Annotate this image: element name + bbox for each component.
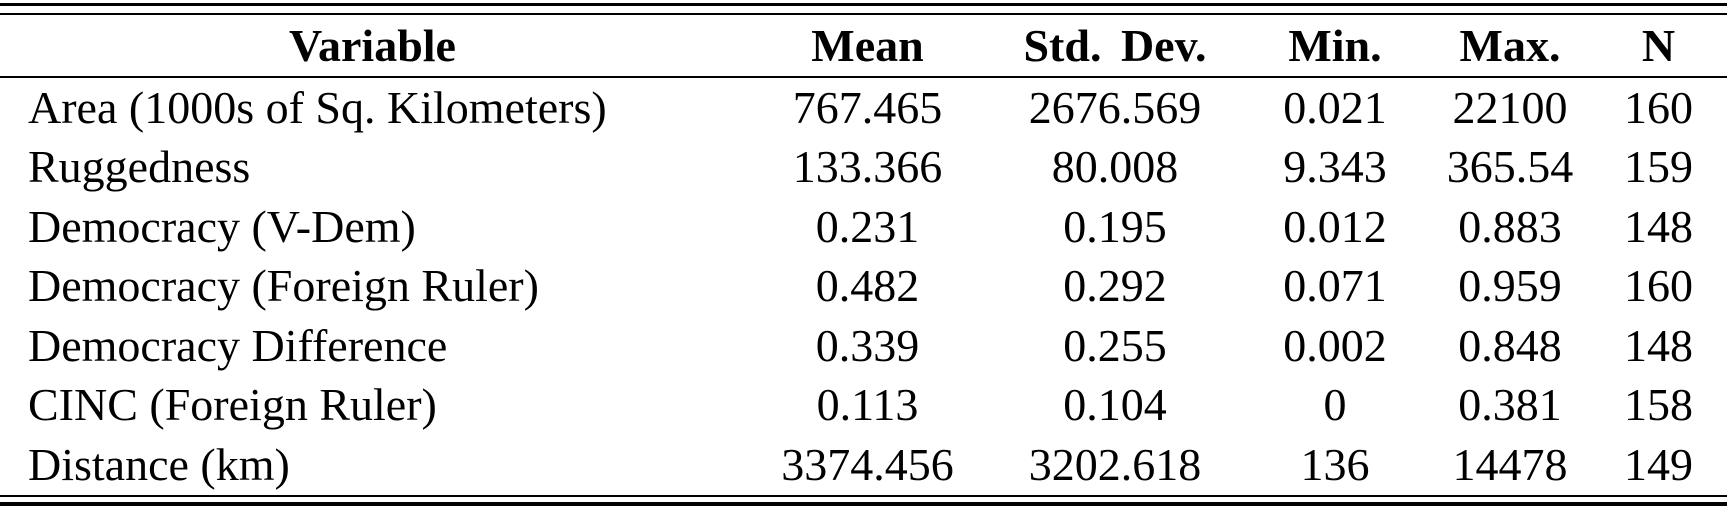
cell-max: 0.959: [1458, 260, 1562, 312]
cell-min: 0.071: [1283, 260, 1387, 312]
cell-max: 0.848: [1458, 319, 1562, 371]
cell-min: 0.021: [1283, 81, 1387, 133]
table-bottom-rule-outer: [0, 502, 1727, 506]
column-header-variable: Variable: [0, 15, 745, 78]
column-header-mean: Mean: [745, 15, 990, 78]
cell-mean: 3374.456: [781, 438, 954, 490]
cell-std-dev: 2676.569: [1028, 81, 1202, 133]
table-row-democracy-vdem: Democracy (V-Dem) 0.231 0.195 0.012 0.88…: [0, 197, 1727, 257]
cell-mean: 0.339: [815, 319, 920, 371]
cell-std-dev: 0.195: [1063, 200, 1167, 252]
cell-n: 160: [1624, 260, 1693, 312]
cell-mean: 0.113: [816, 379, 919, 431]
cell-std-dev: 0.255: [1063, 319, 1167, 371]
cell-max: 14478: [1452, 438, 1568, 490]
table-row-ruggedness: Ruggedness 133.366 80.008 9.343 365.54 1…: [0, 138, 1727, 198]
cell-max: 0.381: [1458, 379, 1562, 431]
cell-variable: CINC (Foreign Ruler): [28, 379, 437, 431]
table-header-row: Variable Mean Std. Dev. Min. Max. N: [0, 15, 1727, 78]
cell-std-dev: 80.008: [1051, 141, 1179, 193]
cell-variable: Ruggedness: [28, 141, 251, 193]
cell-max: 0.883: [1458, 200, 1562, 252]
table-row-area: Area (1000s of Sq. Kilometers) 767.465 2…: [0, 77, 1727, 138]
cell-variable: Distance (km): [28, 438, 290, 490]
cell-n: 158: [1624, 379, 1693, 431]
cell-mean: 0.231: [815, 200, 920, 252]
table-row-distance-km: Distance (km) 3374.456 3202.618 136 1447…: [0, 435, 1727, 495]
cell-variable: Democracy Difference: [28, 319, 448, 371]
cell-std-dev: 3202.618: [1028, 438, 1202, 490]
cell-n: 149: [1624, 438, 1693, 490]
cell-mean: 133.366: [792, 141, 943, 193]
cell-min: 9.343: [1283, 141, 1387, 193]
table-row-democracy-difference: Democracy Difference 0.339 0.255 0.002 0…: [0, 316, 1727, 376]
summary-statistics-table: Variable Mean Std. Dev. Min. Max. N Area…: [0, 15, 1727, 495]
cell-min: 136: [1300, 438, 1370, 490]
cell-n: 160: [1624, 81, 1693, 133]
cell-n: 159: [1624, 141, 1693, 193]
cell-min: 0.002: [1283, 319, 1387, 371]
column-header-std-dev: Std. Dev.: [990, 15, 1240, 78]
column-header-min: Min.: [1240, 15, 1430, 78]
cell-variable: Democracy (V-Dem): [28, 200, 416, 252]
cell-max: 22100: [1452, 81, 1568, 133]
column-header-n: N: [1590, 15, 1727, 78]
cell-mean: 767.465: [792, 81, 943, 133]
cell-variable: Area (1000s of Sq. Kilometers): [28, 81, 607, 133]
cell-n: 148: [1624, 200, 1693, 252]
table-row-cinc-foreign-ruler: CINC (Foreign Ruler) 0.113 0.104 0 0.381…: [0, 376, 1727, 436]
cell-min: 0.012: [1283, 200, 1387, 252]
cell-std-dev: 0.104: [1063, 379, 1167, 431]
table-row-democracy-foreign-ruler: Democracy (Foreign Ruler) 0.482 0.292 0.…: [0, 257, 1727, 317]
table-bottom-rule-inner: [0, 495, 1727, 497]
cell-n: 148: [1624, 319, 1693, 371]
cell-variable: Democracy (Foreign Ruler): [28, 260, 539, 312]
cell-mean: 0.482: [815, 260, 920, 312]
table-top-rule-inner: [0, 13, 1727, 15]
cell-min: 0: [1323, 379, 1347, 431]
cell-max: 365.54: [1446, 141, 1574, 193]
column-header-max: Max.: [1430, 15, 1590, 78]
table-top-rule-outer: [0, 3, 1727, 6]
cell-std-dev: 0.292: [1063, 260, 1167, 312]
